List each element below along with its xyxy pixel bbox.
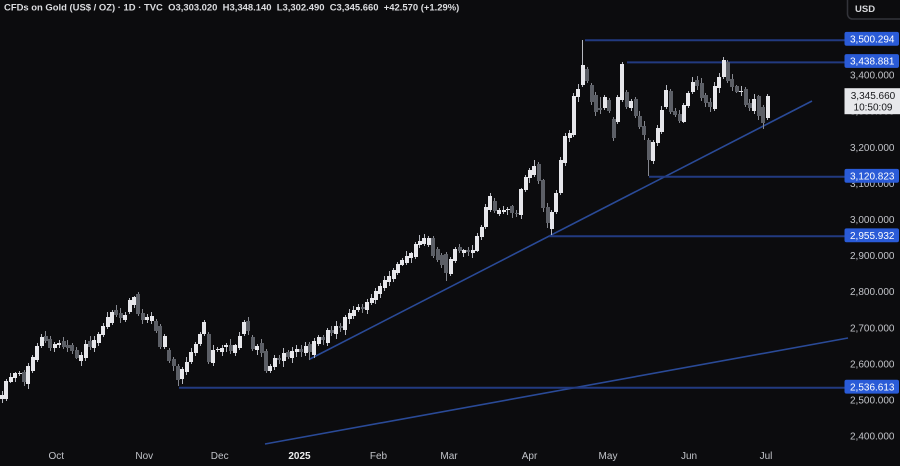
svg-text:2,700.000: 2,700.000	[850, 323, 895, 334]
svg-text:May: May	[599, 451, 618, 462]
svg-text:2,400.000: 2,400.000	[850, 432, 895, 443]
svg-text:3,120.823: 3,120.823	[850, 171, 895, 182]
svg-text:Dec: Dec	[211, 451, 229, 462]
svg-text:3,345.660: 3,345.660	[851, 91, 896, 102]
svg-text:2,800.000: 2,800.000	[850, 287, 895, 298]
svg-text:2,955.932: 2,955.932	[850, 231, 895, 242]
svg-text:Mar: Mar	[440, 451, 458, 462]
svg-text:CFDs on Gold (US$ / OZ) · 1D ·: CFDs on Gold (US$ / OZ) · 1D · TVC O3,30…	[4, 3, 459, 14]
svg-text:2025: 2025	[288, 451, 311, 462]
svg-text:3,200.000: 3,200.000	[850, 143, 895, 154]
svg-text:2,536.613: 2,536.613	[850, 382, 895, 393]
svg-text:USD: USD	[855, 4, 875, 15]
svg-text:Jun: Jun	[681, 451, 697, 462]
svg-text:10:50:09: 10:50:09	[854, 102, 893, 113]
svg-text:3,500.294: 3,500.294	[850, 34, 895, 45]
svg-text:3,000.000: 3,000.000	[850, 215, 895, 226]
svg-text:Nov: Nov	[135, 451, 153, 462]
svg-text:3,100.000: 3,100.000	[850, 179, 895, 190]
svg-text:Oct: Oct	[49, 451, 65, 462]
svg-text:Apr: Apr	[522, 451, 538, 462]
svg-text:3,438.881: 3,438.881	[850, 57, 895, 68]
svg-text:2,500.000: 2,500.000	[850, 396, 895, 407]
svg-text:Feb: Feb	[370, 451, 388, 462]
svg-text:2,900.000: 2,900.000	[850, 251, 895, 262]
svg-text:Jul: Jul	[760, 451, 773, 462]
svg-text:2,600.000: 2,600.000	[850, 359, 895, 370]
svg-text:3,400.000: 3,400.000	[850, 71, 895, 82]
